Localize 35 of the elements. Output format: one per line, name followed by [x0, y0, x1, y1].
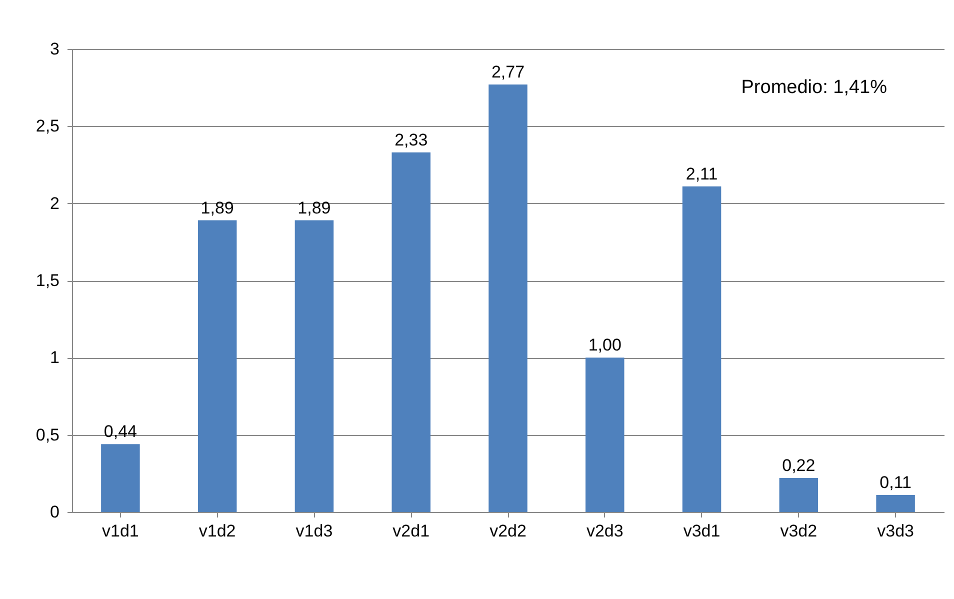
x-tick-label: v2d1 — [392, 522, 430, 540]
data-label: 0,11 — [880, 473, 912, 492]
y-tick-label: 2,5 — [36, 116, 60, 136]
y-tick-label: 1 — [50, 348, 60, 368]
data-label: 2,77 — [491, 62, 525, 82]
annotation: Promedio: 1,41% — [741, 77, 888, 98]
bar — [586, 358, 624, 512]
data-label: 0,22 — [782, 456, 816, 476]
y-tick-label: 0,5 — [36, 425, 60, 444]
data-label: 2,11 — [686, 164, 718, 184]
bar — [682, 186, 722, 512]
bar — [488, 84, 528, 512]
x-tick-label: v2d3 — [586, 522, 624, 540]
x-tick-label: v3d3 — [877, 522, 914, 540]
bar — [101, 444, 140, 512]
data-label: 1,89 — [298, 198, 331, 218]
data-label: 1,00 — [588, 336, 622, 355]
x-tick-label: v1d3 — [296, 522, 333, 540]
bar — [876, 495, 915, 512]
x-tick-label: v3d2 — [780, 522, 818, 540]
bar — [198, 220, 237, 512]
y-tick-label: 1,5 — [36, 271, 60, 290]
bar — [392, 152, 430, 512]
x-tick-label: v1d2 — [198, 522, 236, 540]
bar — [779, 478, 818, 512]
bar — [294, 220, 334, 512]
data-label: 1,89 — [200, 198, 234, 218]
y-tick-label: 3 — [50, 40, 60, 58]
y-tick-label: 0 — [50, 502, 60, 522]
x-tick-label: v3d1 — [683, 522, 720, 540]
data-label: 2,33 — [394, 130, 428, 150]
x-tick-label: v1d1 — [102, 522, 139, 540]
data-label: 0,44 — [104, 422, 137, 442]
y-tick-label: 2 — [50, 194, 60, 213]
x-tick-label: v2d2 — [490, 522, 526, 540]
